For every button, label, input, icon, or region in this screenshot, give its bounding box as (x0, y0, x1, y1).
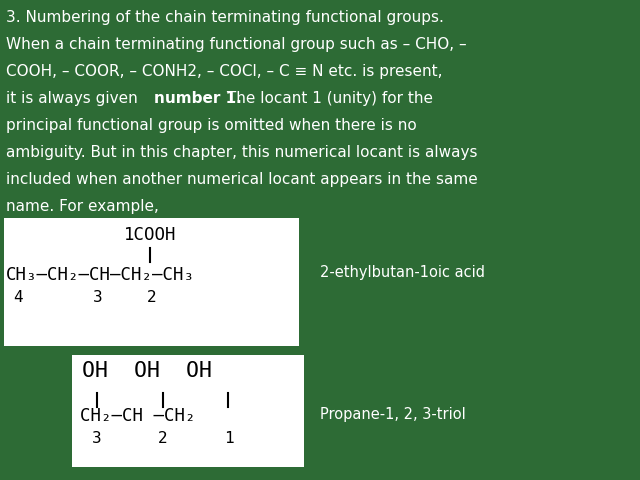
Text: CH₂–CH –CH₂: CH₂–CH –CH₂ (80, 407, 195, 425)
Text: name. For example,: name. For example, (6, 199, 159, 214)
Text: 1: 1 (224, 431, 234, 446)
Text: 3. Numbering of the chain terminating functional groups.: 3. Numbering of the chain terminating fu… (6, 10, 444, 25)
Text: When a chain terminating functional group such as – CHO, –: When a chain terminating functional grou… (6, 37, 467, 52)
Text: 4: 4 (13, 290, 23, 305)
Text: number 1.: number 1. (154, 91, 242, 106)
Text: principal functional group is omitted when there is no: principal functional group is omitted wh… (6, 118, 417, 133)
Text: The locant 1 (unity) for the: The locant 1 (unity) for the (222, 91, 433, 106)
FancyBboxPatch shape (72, 355, 304, 467)
Text: Propane-1, 2, 3-triol: Propane-1, 2, 3-triol (320, 408, 466, 422)
FancyBboxPatch shape (4, 218, 299, 346)
Text: OH  OH  OH: OH OH OH (82, 361, 212, 381)
Text: 3: 3 (92, 431, 102, 446)
Text: 1COOH: 1COOH (124, 226, 176, 244)
Text: 2-ethylbutan-1oic acid: 2-ethylbutan-1oic acid (320, 265, 485, 280)
Text: 2: 2 (158, 431, 168, 446)
Text: ambiguity. But in this chapter, this numerical locant is always: ambiguity. But in this chapter, this num… (6, 145, 477, 160)
Text: 3: 3 (93, 290, 103, 305)
Text: CH₃–CH₂–CH–CH₂–CH₃: CH₃–CH₂–CH–CH₂–CH₃ (6, 266, 195, 284)
Text: it is always given: it is always given (6, 91, 143, 106)
Text: 2: 2 (147, 290, 157, 305)
Text: COOH, – COOR, – CONH2, – COCl, – C ≡ N etc. is present,: COOH, – COOR, – CONH2, – COCl, – C ≡ N e… (6, 64, 442, 79)
Text: included when another numerical locant appears in the same: included when another numerical locant a… (6, 172, 477, 187)
